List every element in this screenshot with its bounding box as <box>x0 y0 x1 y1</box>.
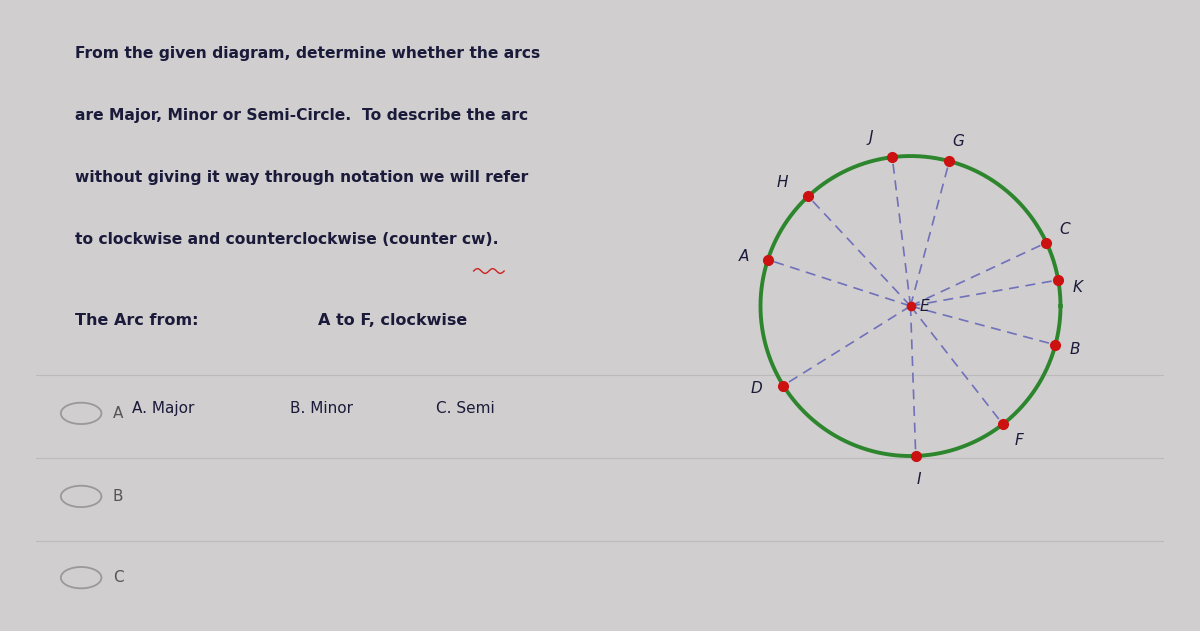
Text: are Major, Minor or Semi-Circle.  To describe the arc: are Major, Minor or Semi-Circle. To desc… <box>76 108 529 123</box>
Text: C: C <box>1060 221 1069 237</box>
Text: A: A <box>113 406 124 421</box>
Text: E: E <box>919 298 929 314</box>
Text: G: G <box>953 134 965 149</box>
Text: H: H <box>776 175 788 191</box>
Text: C: C <box>113 570 124 585</box>
Text: C. Semi: C. Semi <box>437 401 496 416</box>
Text: A to F, clockwise: A to F, clockwise <box>318 314 467 328</box>
Text: B. Minor: B. Minor <box>290 401 353 416</box>
Text: B: B <box>1069 342 1080 357</box>
Text: D: D <box>750 381 762 396</box>
Text: B: B <box>113 489 124 504</box>
Text: to clockwise and counterclockwise (counter cw).: to clockwise and counterclockwise (count… <box>76 232 499 247</box>
Text: A: A <box>739 249 749 264</box>
Text: From the given diagram, determine whether the arcs: From the given diagram, determine whethe… <box>76 45 541 61</box>
Text: I: I <box>917 473 920 487</box>
Text: A. Major: A. Major <box>132 401 194 416</box>
Text: F: F <box>1015 433 1024 448</box>
Text: J: J <box>869 130 874 145</box>
Text: The Arc from:: The Arc from: <box>76 314 199 328</box>
Text: without giving it way through notation we will refer: without giving it way through notation w… <box>76 170 529 185</box>
Text: K: K <box>1073 280 1082 295</box>
